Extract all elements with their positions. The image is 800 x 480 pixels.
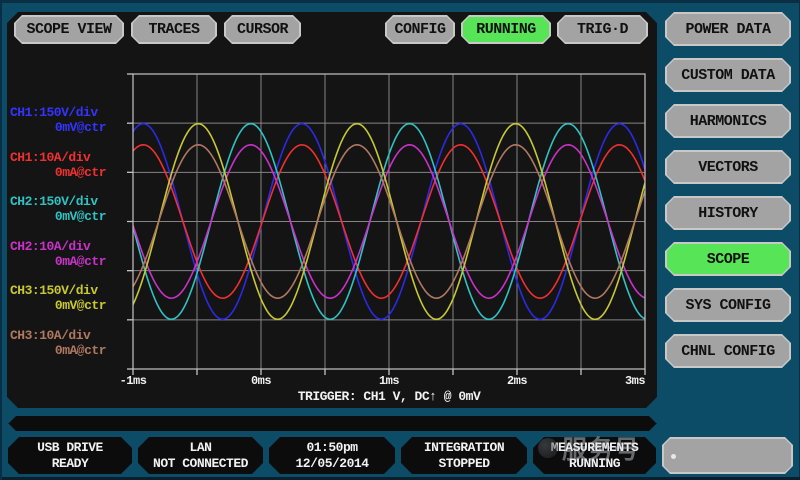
status-line: USB DRIVE: [37, 439, 103, 455]
channel-offset-text: 0mV@ctr: [54, 208, 107, 224]
status-line: RUNNING: [568, 455, 621, 471]
channel-scale-ch3-voltage: CH3:150V/div 0mV@ctr: [10, 283, 107, 313]
toolbar-button-scope-view[interactable]: SCOPE VIEW: [14, 15, 124, 44]
sidebar-item-chnl-config[interactable]: CHNL CONFIG: [665, 334, 791, 368]
status-panel-lan: LAN NOT CONNECTED: [138, 437, 263, 474]
status-panel-measurements: MEASUREMENTS RUNNING: [533, 437, 656, 474]
running-indicator[interactable]: RUNNING: [461, 15, 551, 44]
indicator-dot: [671, 454, 676, 459]
channel-offset-text: 0mV@ctr: [54, 119, 107, 135]
status-line: NOT CONNECTED: [153, 455, 248, 471]
sidebar-item-sys-config[interactable]: SYS CONFIG: [665, 288, 791, 322]
toolbar-button-config[interactable]: CONFIG: [385, 15, 455, 44]
trigd-indicator[interactable]: TRIG·D: [557, 15, 648, 44]
channel-offset-text: 0mA@ctr: [54, 164, 107, 180]
button-label: CURSOR: [236, 21, 289, 38]
trigger-readout: TRIGGER: CH1 V, DC↑ @ 0mV: [297, 389, 481, 404]
x-axis-label: -1ms: [119, 374, 147, 388]
status-panel-integration: INTEGRATION STOPPED: [401, 437, 527, 474]
toolbar-left: SCOPE VIEW TRACES CURSOR: [14, 15, 301, 44]
sidebar-item-vectors[interactable]: VECTORS: [665, 150, 791, 184]
channel-scale-ch1-voltage: CH1:150V/div 0mV@ctr: [10, 105, 107, 135]
channel-offset-text: 0mA@ctr: [54, 342, 107, 358]
channel-scale-ch3-current: CH3:10A/div 0mA@ctr: [10, 328, 107, 358]
toolbar-button-traces[interactable]: TRACES: [131, 15, 217, 44]
status-bar: USB DRIVE READY LAN NOT CONNECTED 01:50p…: [8, 437, 793, 474]
status-panel-datetime: 01:50pm 12/05/2014: [269, 437, 395, 474]
channel-scale-ch2-voltage: CH2:150V/div 0mV@ctr: [10, 194, 107, 224]
status-line: 01:50pm: [306, 439, 358, 455]
channel-scale-text: CH1:10A/div: [10, 150, 91, 165]
button-label: TRIG·D: [576, 21, 629, 38]
button-label: HARMONICS: [689, 112, 767, 130]
button-label: CONFIG: [394, 21, 446, 38]
x-axis-label: 1ms: [378, 374, 400, 388]
x-axis-label: 0ms: [250, 374, 272, 388]
sidebar-item-history[interactable]: HISTORY: [665, 196, 791, 230]
status-line: STOPPED: [438, 455, 490, 471]
x-axis-label: 2ms: [506, 374, 528, 388]
button-label: SCOPE VIEW: [26, 21, 112, 38]
sidebar-item-scope[interactable]: SCOPE: [665, 242, 791, 276]
channel-scale-text: CH2:10A/div: [10, 239, 91, 254]
channel-scale-text: CH3:150V/div: [10, 283, 98, 298]
sidebar-item-power-data[interactable]: POWER DATA: [665, 12, 791, 46]
button-label: RUNNING: [476, 21, 536, 38]
button-label: HISTORY: [698, 204, 758, 222]
channel-scale-text: CH1:150V/div: [10, 105, 98, 120]
channel-offset-text: 0mA@ctr: [54, 253, 107, 269]
channel-offset-text: 0mV@ctr: [54, 297, 107, 313]
button-label: SYS CONFIG: [685, 296, 771, 314]
channel-scale-text: CH3:10A/div: [10, 328, 91, 343]
button-label: TRACES: [148, 21, 200, 38]
button-label: SCOPE: [706, 250, 750, 268]
status-line: READY: [51, 455, 89, 471]
sidebar-item-custom-data[interactable]: CUSTOM DATA: [665, 58, 791, 92]
button-label: POWER DATA: [685, 20, 771, 38]
channel-scale-ch1-current: CH1:10A/div 0mA@ctr: [10, 150, 107, 180]
channel-scale-ch2-current: CH2:10A/div 0mA@ctr: [10, 239, 107, 269]
button-label: CUSTOM DATA: [681, 66, 775, 84]
button-label: CHNL CONFIG: [681, 342, 775, 360]
toolbar-right: CONFIG RUNNING TRIG·D: [385, 15, 648, 44]
status-line: 12/05/2014: [295, 455, 369, 471]
status-line: LAN: [189, 439, 212, 455]
sidebar-item-harmonics[interactable]: HARMONICS: [665, 104, 791, 138]
sidebar-menu: POWER DATA CUSTOM DATA HARMONICS VECTORS…: [665, 12, 791, 368]
blank-button[interactable]: [662, 437, 793, 474]
toolbar-button-cursor[interactable]: CURSOR: [224, 15, 301, 44]
x-axis-label: 3ms: [624, 374, 646, 388]
status-panel-usb: USB DRIVE READY: [8, 437, 132, 474]
channel-scale-text: CH2:150V/div: [10, 194, 98, 209]
button-label: VECTORS: [698, 158, 758, 176]
message-bar: [8, 416, 657, 431]
status-line: INTEGRATION: [423, 439, 505, 455]
status-line: MEASUREMENTS: [550, 439, 639, 455]
